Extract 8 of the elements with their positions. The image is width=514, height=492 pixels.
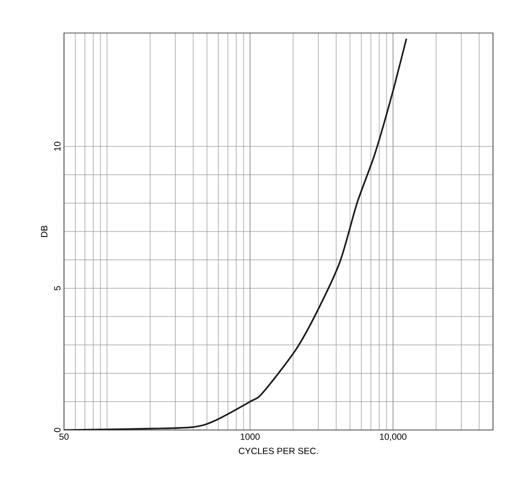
y-tick-label: 5	[54, 286, 60, 290]
x-tick-label: 1000	[240, 434, 260, 440]
y-tick-label: 0	[54, 428, 60, 432]
y-tick-label: 10	[54, 142, 60, 151]
x-tick-label: 10,000	[380, 434, 406, 441]
y-axis-title: DB	[41, 226, 48, 237]
x-tick-label: 50	[59, 434, 69, 440]
x-axis-title: CYCLES PER SEC.	[238, 448, 318, 454]
